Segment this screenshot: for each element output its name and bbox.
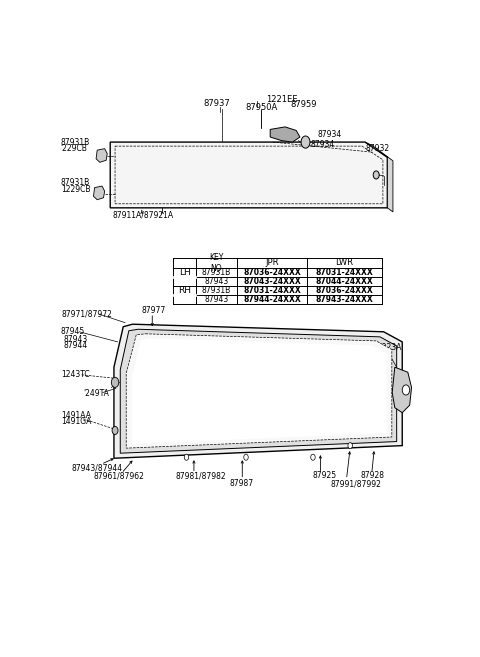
Circle shape — [348, 443, 352, 449]
Text: 87943/87944: 87943/87944 — [71, 464, 122, 473]
Text: LWR: LWR — [336, 258, 354, 267]
Text: 87943: 87943 — [64, 335, 88, 344]
Text: 87931B: 87931B — [61, 178, 90, 187]
Text: 87911A/87921A: 87911A/87921A — [112, 211, 173, 220]
Circle shape — [402, 385, 410, 395]
Text: 87970A: 87970A — [204, 383, 236, 392]
Text: 1243TC: 1243TC — [61, 371, 89, 379]
Text: 87950A: 87950A — [245, 102, 277, 112]
Text: 87031-24XXX: 87031-24XXX — [316, 267, 373, 277]
Circle shape — [112, 426, 118, 434]
Text: 87937: 87937 — [203, 99, 230, 108]
Circle shape — [111, 377, 119, 388]
Polygon shape — [96, 148, 107, 162]
Polygon shape — [94, 186, 105, 200]
Circle shape — [301, 136, 310, 148]
Text: 87931B: 87931B — [202, 286, 231, 295]
Polygon shape — [114, 324, 402, 459]
Text: 87971/87972: 87971/87972 — [62, 309, 113, 319]
Text: 87944: 87944 — [64, 341, 88, 350]
Text: 87934: 87934 — [311, 139, 335, 148]
Text: 87943: 87943 — [204, 277, 228, 286]
Text: 87943: 87943 — [204, 295, 228, 304]
Text: LH: LH — [179, 267, 191, 277]
Text: 87945: 87945 — [61, 327, 85, 336]
Circle shape — [244, 454, 248, 461]
Text: 1491AA: 1491AA — [61, 411, 91, 420]
Polygon shape — [120, 329, 396, 453]
Text: RH: RH — [178, 286, 191, 295]
Text: 87923A: 87923A — [372, 344, 402, 352]
Text: 87036-24XXX: 87036-24XXX — [316, 286, 373, 295]
Text: 87943-24XXX: 87943-24XXX — [316, 295, 373, 304]
Text: 1229CB: 1229CB — [61, 185, 90, 194]
Text: 87036-24XXX: 87036-24XXX — [243, 267, 301, 277]
Circle shape — [373, 171, 379, 179]
Text: 87928: 87928 — [360, 472, 384, 480]
Text: 1491GA: 1491GA — [61, 417, 91, 426]
Text: '249TA: '249TA — [83, 389, 109, 398]
Text: 87043-24XXX: 87043-24XXX — [243, 277, 301, 286]
Text: 87931B: 87931B — [202, 267, 231, 277]
Circle shape — [184, 454, 189, 461]
Text: 87959: 87959 — [290, 100, 316, 108]
Text: 87987: 87987 — [229, 479, 253, 488]
Text: 1221EE: 1221EE — [266, 95, 298, 104]
Polygon shape — [110, 142, 387, 208]
Text: KEY
NO: KEY NO — [209, 254, 223, 273]
Text: 87932: 87932 — [365, 144, 389, 153]
Text: 87044-24XXX: 87044-24XXX — [316, 277, 373, 286]
Text: 87031-24XXX: 87031-24XXX — [243, 286, 301, 295]
Polygon shape — [365, 142, 393, 212]
Text: 87991/87992: 87991/87992 — [330, 479, 381, 488]
Text: 87931B: 87931B — [61, 137, 90, 147]
Text: 87981/87982: 87981/87982 — [175, 472, 226, 480]
Text: JPR: JPR — [265, 258, 279, 267]
Polygon shape — [126, 334, 392, 448]
Polygon shape — [392, 367, 411, 413]
Text: 87961/87962: 87961/87962 — [94, 472, 144, 480]
Polygon shape — [132, 338, 386, 444]
Text: '229CB: '229CB — [61, 144, 88, 153]
Text: 87944-24XXX: 87944-24XXX — [243, 295, 301, 304]
Circle shape — [311, 454, 315, 461]
Polygon shape — [270, 127, 300, 142]
Text: 87977: 87977 — [141, 306, 165, 315]
Text: 87925: 87925 — [312, 472, 336, 480]
Text: 87934: 87934 — [318, 130, 342, 139]
